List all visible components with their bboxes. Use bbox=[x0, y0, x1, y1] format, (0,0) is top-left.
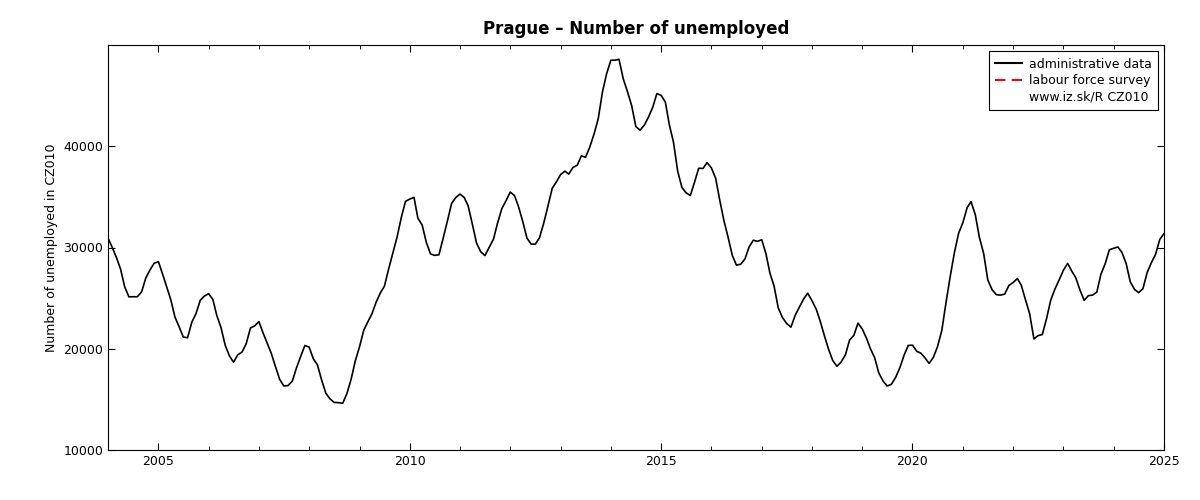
Y-axis label: Number of unemployed in CZ010: Number of unemployed in CZ010 bbox=[44, 143, 58, 352]
Title: Prague – Number of unemployed: Prague – Number of unemployed bbox=[482, 20, 790, 38]
Legend: administrative data, labour force survey, www.iz.sk/R CZ010: administrative data, labour force survey… bbox=[989, 52, 1158, 110]
